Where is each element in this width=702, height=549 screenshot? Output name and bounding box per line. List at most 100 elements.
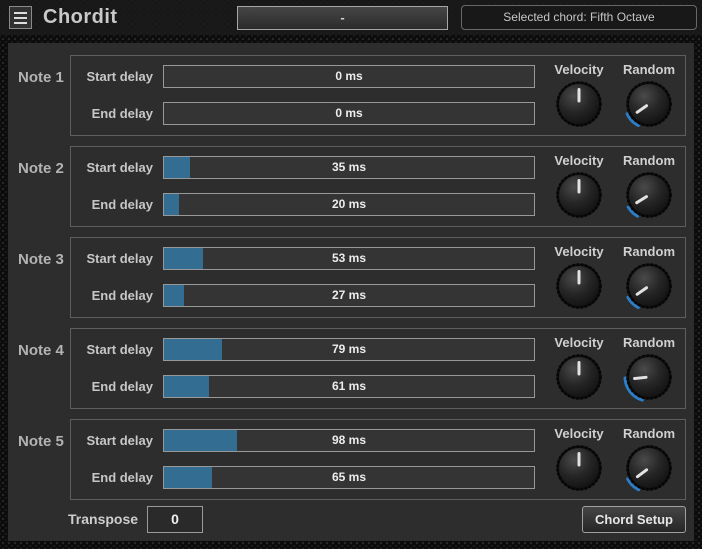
random-label: Random bbox=[623, 62, 675, 77]
start-delay-value: 79 ms bbox=[331, 342, 367, 356]
velocity-control: Velocity bbox=[547, 244, 611, 312]
start-delay-value: 35 ms bbox=[331, 160, 367, 174]
note-group-box: Start delay 53 ms End delay 27 ms Veloci… bbox=[70, 237, 686, 318]
start-delay-label: Start delay bbox=[86, 342, 153, 357]
end-delay-label: End delay bbox=[91, 470, 153, 485]
start-delay-value: 0 ms bbox=[335, 69, 363, 83]
random-knob[interactable] bbox=[623, 442, 675, 494]
velocity-knob[interactable] bbox=[553, 78, 605, 130]
velocity-knob[interactable] bbox=[553, 351, 605, 403]
start-delay-row: Start delay 35 ms bbox=[77, 156, 535, 179]
start-delay-row: Start delay 79 ms bbox=[77, 338, 535, 361]
transpose-label: Transpose bbox=[68, 511, 139, 527]
chord-setup-button[interactable]: Chord Setup bbox=[582, 505, 686, 533]
end-delay-label: End delay bbox=[91, 288, 153, 303]
note-label: Note 1 bbox=[18, 69, 64, 86]
slider-fill bbox=[164, 339, 223, 360]
note-label: Note 3 bbox=[18, 251, 64, 268]
slider-fill bbox=[164, 157, 190, 178]
end-delay-value: 0 ms bbox=[335, 106, 363, 120]
start-delay-label: Start delay bbox=[86, 433, 153, 448]
start-delay-label: Start delay bbox=[86, 69, 153, 84]
selected-chord-display: Selected chord: Fifth Octave bbox=[461, 5, 697, 30]
velocity-control: Velocity bbox=[547, 426, 611, 494]
end-delay-label: End delay bbox=[91, 379, 153, 394]
end-delay-value: 61 ms bbox=[331, 379, 367, 393]
footer-bar: Transpose 0 Chord Setup bbox=[8, 505, 694, 533]
random-knob[interactable] bbox=[623, 169, 675, 221]
start-delay-slider[interactable]: 35 ms bbox=[163, 156, 535, 179]
start-delay-slider[interactable]: 53 ms bbox=[163, 247, 535, 270]
note-group-box: Start delay 35 ms End delay 20 ms Veloci… bbox=[70, 146, 686, 227]
start-delay-slider[interactable]: 0 ms bbox=[163, 65, 535, 88]
end-delay-label: End delay bbox=[91, 197, 153, 212]
start-delay-value: 98 ms bbox=[331, 433, 367, 447]
note-section: Note 2 Start delay 35 ms End delay 20 ms… bbox=[12, 146, 686, 227]
end-delay-row: End delay 27 ms bbox=[77, 284, 535, 307]
velocity-label: Velocity bbox=[554, 426, 604, 441]
velocity-label: Velocity bbox=[554, 335, 604, 350]
slider-fill bbox=[164, 376, 210, 397]
end-delay-row: End delay 65 ms bbox=[77, 466, 535, 489]
slider-fill bbox=[164, 467, 213, 488]
velocity-control: Velocity bbox=[547, 335, 611, 403]
random-control: Random bbox=[617, 335, 681, 403]
random-knob[interactable] bbox=[623, 260, 675, 312]
start-delay-slider[interactable]: 98 ms bbox=[163, 429, 535, 452]
note-group-box: Start delay 98 ms End delay 65 ms Veloci… bbox=[70, 419, 686, 500]
random-control: Random bbox=[617, 62, 681, 130]
note-group-box: Start delay 0 ms End delay 0 ms Velocity bbox=[70, 55, 686, 136]
note-section: Note 5 Start delay 98 ms End delay 65 ms… bbox=[12, 419, 686, 500]
menu-hamburger-icon[interactable] bbox=[9, 6, 32, 29]
slider-fill bbox=[164, 430, 237, 451]
main-panel: Note 1 Start delay 0 ms End delay 0 ms V… bbox=[8, 43, 694, 541]
end-delay-slider[interactable]: 0 ms bbox=[163, 102, 535, 125]
app-title: Chordit bbox=[43, 6, 118, 28]
notes-container: Note 1 Start delay 0 ms End delay 0 ms V… bbox=[8, 43, 694, 500]
note-section: Note 1 Start delay 0 ms End delay 0 ms V… bbox=[12, 55, 686, 136]
end-delay-slider[interactable]: 61 ms bbox=[163, 375, 535, 398]
end-delay-label: End delay bbox=[91, 106, 153, 121]
start-delay-slider[interactable]: 79 ms bbox=[163, 338, 535, 361]
note-section: Note 4 Start delay 79 ms End delay 61 ms… bbox=[12, 328, 686, 409]
random-label: Random bbox=[623, 153, 675, 168]
preset-dropdown[interactable]: - bbox=[237, 6, 448, 30]
start-delay-row: Start delay 98 ms bbox=[77, 429, 535, 452]
note-section: Note 3 Start delay 53 ms End delay 27 ms… bbox=[12, 237, 686, 318]
transpose-input[interactable]: 0 bbox=[147, 505, 204, 533]
velocity-control: Velocity bbox=[547, 62, 611, 130]
random-label: Random bbox=[623, 335, 675, 350]
random-knob[interactable] bbox=[623, 351, 675, 403]
velocity-label: Velocity bbox=[554, 244, 604, 259]
end-delay-slider[interactable]: 20 ms bbox=[163, 193, 535, 216]
start-delay-label: Start delay bbox=[86, 160, 153, 175]
random-knob[interactable] bbox=[623, 78, 675, 130]
velocity-label: Velocity bbox=[554, 153, 604, 168]
velocity-knob[interactable] bbox=[553, 260, 605, 312]
end-delay-value: 20 ms bbox=[331, 197, 367, 211]
random-label: Random bbox=[623, 244, 675, 259]
velocity-knob[interactable] bbox=[553, 169, 605, 221]
slider-fill bbox=[164, 285, 184, 306]
slider-fill bbox=[164, 194, 179, 215]
start-delay-value: 53 ms bbox=[331, 251, 367, 265]
end-delay-row: End delay 61 ms bbox=[77, 375, 535, 398]
start-delay-row: Start delay 53 ms bbox=[77, 247, 535, 270]
end-delay-row: End delay 0 ms bbox=[77, 102, 535, 125]
random-label: Random bbox=[623, 426, 675, 441]
note-group-box: Start delay 79 ms End delay 61 ms Veloci… bbox=[70, 328, 686, 409]
random-control: Random bbox=[617, 244, 681, 312]
start-delay-row: Start delay 0 ms bbox=[77, 65, 535, 88]
end-delay-slider[interactable]: 65 ms bbox=[163, 466, 535, 489]
note-label: Note 2 bbox=[18, 160, 64, 177]
random-control: Random bbox=[617, 153, 681, 221]
random-control: Random bbox=[617, 426, 681, 494]
velocity-knob[interactable] bbox=[553, 442, 605, 494]
end-delay-slider[interactable]: 27 ms bbox=[163, 284, 535, 307]
end-delay-row: End delay 20 ms bbox=[77, 193, 535, 216]
slider-fill bbox=[164, 248, 204, 269]
end-delay-value: 65 ms bbox=[331, 470, 367, 484]
start-delay-label: Start delay bbox=[86, 251, 153, 266]
velocity-control: Velocity bbox=[547, 153, 611, 221]
